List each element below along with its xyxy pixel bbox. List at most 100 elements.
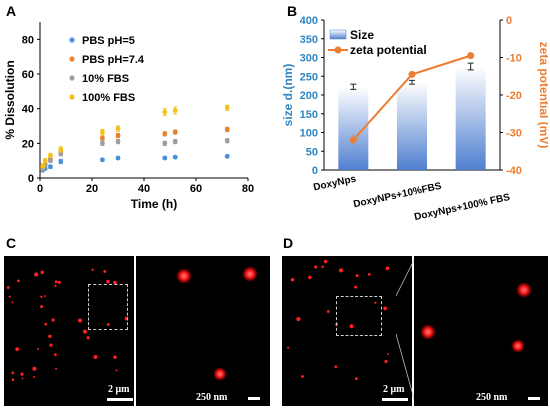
y-tick-label: 200 bbox=[300, 90, 318, 102]
data-point bbox=[172, 139, 178, 145]
fluorescent-spot bbox=[301, 375, 304, 378]
micrograph-d-inset: 250 nm bbox=[414, 256, 548, 406]
fluorescent-spot bbox=[44, 322, 48, 326]
micrograph-c-inset: 250 nm bbox=[136, 256, 270, 406]
fluorescent-spot bbox=[32, 366, 37, 371]
legend-label: PBS pH=5 bbox=[82, 35, 135, 47]
micrograph-c-spots bbox=[6, 268, 129, 382]
y-axis-title: size d.(nm) bbox=[281, 64, 295, 127]
fluorescent-spot bbox=[40, 295, 43, 298]
x-axis-title: Time (h) bbox=[131, 197, 177, 211]
data-point bbox=[115, 133, 121, 138]
dissolution-chart: 0 20 40 60 80 0 20 40 60 80 Time (h) % Dissolution P… bbox=[3, 22, 254, 211]
fluorescent-spot bbox=[106, 279, 110, 284]
zeta-point bbox=[467, 52, 475, 60]
legend-marker bbox=[69, 37, 75, 43]
x-tick-label: 0 bbox=[37, 183, 43, 195]
micrograph-d-main: 2 μm bbox=[282, 256, 412, 406]
data-point bbox=[224, 138, 230, 144]
fluorescent-spot bbox=[43, 295, 46, 297]
zoom-region-d bbox=[336, 296, 382, 336]
size-bar bbox=[455, 66, 486, 170]
fluorescent-spot bbox=[8, 295, 11, 298]
y-tick-label: 60 bbox=[22, 69, 34, 81]
legend-label: PBS pH=7.4 bbox=[82, 54, 145, 66]
legend-marker bbox=[69, 75, 75, 81]
fluorescent-spot bbox=[21, 377, 24, 380]
fluorescent-spot bbox=[106, 323, 110, 326]
particle bbox=[516, 282, 532, 298]
fluorescent-spot bbox=[6, 286, 10, 289]
fluorescent-spot bbox=[314, 265, 318, 269]
fluorescent-spot bbox=[82, 329, 87, 334]
fluorescent-spot bbox=[55, 367, 58, 370]
particle bbox=[420, 324, 436, 340]
size-bar bbox=[397, 82, 427, 170]
data-point bbox=[162, 140, 168, 146]
data-point bbox=[58, 147, 64, 152]
legend-size-swatch bbox=[329, 29, 347, 40]
y2-tick-label: -30 bbox=[506, 128, 522, 140]
micrograph-c-main: 2 μm bbox=[4, 256, 134, 406]
x-tick-label: 40 bbox=[138, 183, 150, 195]
data-point bbox=[224, 127, 230, 132]
fluorescent-spot bbox=[321, 265, 324, 269]
scale-bar-d-inset bbox=[528, 397, 540, 400]
x-tick-label: 20 bbox=[86, 183, 98, 195]
data-point bbox=[40, 163, 45, 169]
y-tick-label: 80 bbox=[22, 34, 34, 46]
micrograph-d-inset-spots bbox=[420, 282, 532, 353]
legend-zeta-label: zeta potential bbox=[350, 43, 427, 57]
fluorescent-spot bbox=[77, 318, 83, 323]
fluorescent-spot bbox=[323, 259, 328, 264]
y-tick-label: 400 bbox=[300, 15, 318, 27]
legend-marker bbox=[69, 94, 75, 100]
fluorescent-spot bbox=[367, 273, 371, 276]
y2-tick-label: 0 bbox=[506, 15, 512, 27]
fluorescent-spot bbox=[308, 275, 312, 280]
fluorescent-spot bbox=[48, 334, 52, 339]
y2-tick-label: -40 bbox=[506, 165, 522, 177]
data-point bbox=[162, 109, 168, 115]
scale-bar-c bbox=[107, 398, 133, 401]
y-tick-label: 0 bbox=[312, 165, 318, 177]
y-tick-label: 300 bbox=[300, 53, 318, 65]
legend-zeta-marker bbox=[334, 46, 342, 54]
legend-label: 10% FBS bbox=[82, 73, 129, 85]
panel-letter-a: A bbox=[6, 3, 17, 19]
data-point bbox=[58, 159, 64, 164]
fluorescent-spot bbox=[17, 279, 20, 283]
fluorescent-spot bbox=[296, 316, 301, 322]
panel-letter-d: D bbox=[283, 235, 294, 251]
zeta-point bbox=[349, 136, 357, 144]
micrograph-d-spots bbox=[287, 259, 390, 381]
particle bbox=[242, 266, 258, 282]
fluorescent-spot bbox=[20, 372, 24, 376]
data-point bbox=[58, 151, 64, 157]
fluorescent-spot bbox=[54, 284, 57, 287]
fluorescent-spot bbox=[91, 268, 94, 271]
y-tick-label: 40 bbox=[22, 104, 34, 116]
fluorescent-spot bbox=[15, 347, 20, 352]
data-point bbox=[48, 153, 53, 158]
data-point bbox=[100, 157, 105, 163]
fluorescent-spot bbox=[384, 359, 388, 363]
fluorescent-spot bbox=[338, 268, 343, 273]
data-point bbox=[100, 140, 105, 146]
x-tick-label: 60 bbox=[190, 183, 202, 195]
fluorescent-spot bbox=[103, 270, 107, 273]
fluorescent-spot bbox=[383, 306, 387, 311]
y-tick-label: 20 bbox=[22, 138, 34, 150]
fluorescent-spot bbox=[355, 274, 359, 278]
data-point bbox=[172, 108, 178, 113]
legend-size-label: Size bbox=[350, 28, 374, 42]
data-point bbox=[42, 158, 48, 164]
panel-letter-b: B bbox=[287, 3, 298, 19]
fluorescent-spot bbox=[37, 347, 40, 350]
y2-axis-title: zeta potential (mV) bbox=[537, 42, 548, 149]
fluorescent-spot bbox=[49, 343, 53, 347]
particle bbox=[511, 339, 525, 353]
data-point bbox=[115, 139, 121, 145]
data-point bbox=[224, 153, 230, 159]
fluorescent-spot bbox=[40, 270, 44, 275]
